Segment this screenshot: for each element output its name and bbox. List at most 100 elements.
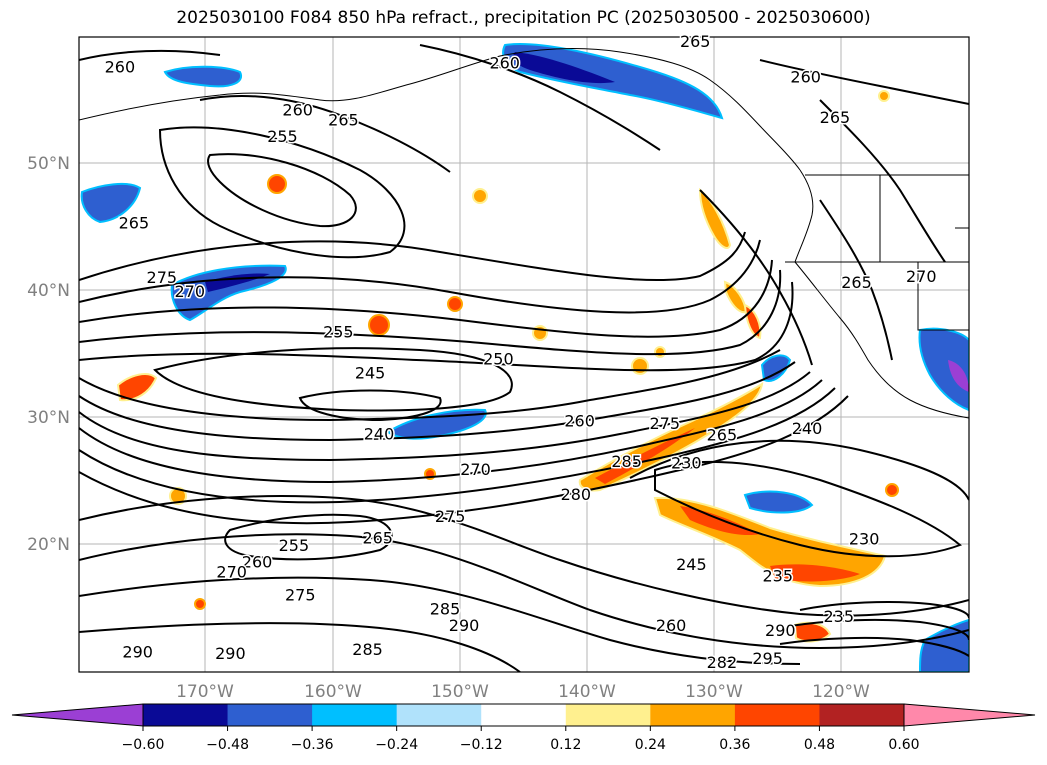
contour-label: 235	[823, 607, 854, 626]
colorbar-frame	[142, 703, 905, 727]
contour-line	[79, 387, 836, 504]
coastline-bc	[794, 169, 814, 263]
map-title: 2025030100 F084 850 hPa refract., precip…	[176, 8, 871, 28]
contour-label: 270	[174, 282, 205, 301]
lon-label-150w: 150°W	[431, 682, 489, 702]
precip-speck	[885, 483, 899, 497]
contour-line	[819, 99, 946, 263]
contour-label: 270	[906, 267, 937, 286]
contour-label: 265	[841, 273, 872, 292]
contour-line	[79, 231, 746, 282]
longitude-labels: 170°W 160°W 150°W 140°W 130°W 120°W	[176, 682, 870, 702]
contour-label: 265	[362, 528, 393, 547]
precip-area-west-35n	[116, 373, 158, 402]
contour-line	[789, 618, 969, 641]
contour-label: 285	[430, 600, 461, 619]
contour-label: 270	[216, 563, 247, 582]
contour-label: 260	[790, 67, 821, 86]
colorbar-extend-low	[11, 703, 144, 727]
contour-label: 260	[564, 412, 595, 431]
contour-line	[759, 59, 969, 105]
precip-speck	[631, 357, 649, 375]
precip-area-coast-strip	[698, 187, 732, 249]
colorbar: −0.60 −0.48 −0.36 −0.24 −0.12 0.12 0.24 0.36 0.4…	[11, 703, 1036, 753]
contour-line	[224, 513, 393, 561]
colorbar-extend-high	[903, 703, 1036, 727]
contour-line	[79, 371, 811, 462]
contour-label: 260	[105, 57, 136, 76]
lon-label-130w: 130°W	[685, 682, 743, 702]
contour-label: 280	[561, 485, 592, 504]
colorbar-tick-label: −0.60	[122, 737, 165, 753]
contour-label: 282	[707, 653, 738, 672]
precip-speck	[368, 314, 390, 336]
precip-speck	[878, 90, 890, 102]
contour-label: 245	[676, 555, 707, 574]
contour-label: 275	[285, 586, 316, 605]
contour-label: 265	[119, 213, 150, 232]
map-frame	[78, 36, 970, 673]
contour-label: 275	[435, 507, 466, 526]
contour-label: 255	[267, 127, 298, 146]
contour-label: 265	[707, 426, 738, 445]
precip-speck	[447, 296, 463, 312]
contour-line	[79, 269, 782, 356]
contour-line	[79, 533, 969, 650]
contour-label: 230	[849, 530, 880, 549]
contour-label: 245	[355, 363, 386, 382]
contour-line	[79, 495, 969, 617]
precip-speck	[472, 188, 488, 204]
contour-line	[79, 395, 849, 525]
contour-label: 270	[460, 460, 491, 479]
contour-line	[799, 601, 969, 619]
contour-line	[199, 95, 451, 173]
contour-line	[79, 576, 801, 665]
border-states-3	[917, 262, 969, 331]
precip-negative-areas	[80, 43, 969, 672]
precip-area-subtropical-inner-2	[770, 564, 860, 582]
precip-area-bering	[163, 65, 243, 88]
contour-line	[629, 439, 969, 501]
lat-label-30n: 30°N	[27, 408, 70, 428]
colorbar-tick-label: 0.24	[635, 737, 666, 753]
colorbar-tick-label: −0.12	[460, 737, 503, 753]
contour-label: 260	[242, 553, 273, 572]
lon-label-160w: 160°W	[304, 682, 362, 702]
contour-label: 285	[352, 640, 383, 659]
lat-label-20n: 20°N	[27, 535, 70, 555]
contour-label: 285	[611, 452, 642, 471]
coastline-alaska	[79, 48, 801, 171]
contour-label: 295	[752, 649, 783, 668]
contour-line	[819, 199, 893, 361]
contour-line	[79, 281, 794, 372]
precip-area-california-core	[948, 360, 969, 392]
contour-line	[419, 44, 661, 151]
contour-line	[158, 126, 406, 259]
contour-line	[207, 153, 357, 228]
contour-line	[298, 389, 442, 422]
colorbar-tick-label: 0.36	[719, 737, 750, 753]
contour-label: 290	[449, 616, 480, 635]
precip-area-california	[918, 327, 969, 412]
colorbar-tick-label: −0.36	[291, 737, 334, 753]
lat-label-50n: 50°N	[27, 154, 70, 174]
contour-label: 290	[215, 644, 246, 663]
lon-label-140w: 140°W	[558, 682, 616, 702]
contour-label: 260	[489, 53, 520, 72]
contour-line	[699, 189, 813, 366]
contour-label: 250	[483, 349, 514, 368]
contour-line	[654, 460, 962, 558]
contour-line	[79, 622, 521, 672]
colorbar-tick-label: 0.48	[804, 737, 835, 753]
colorbar-bin	[227, 704, 313, 726]
colorbar-tick-label: −0.24	[375, 737, 418, 753]
colorbar-bin	[481, 704, 567, 726]
contour-label: 240	[364, 424, 395, 443]
contour-line	[79, 379, 823, 484]
precip-area-west-50n	[80, 182, 142, 224]
contour-line	[79, 361, 796, 442]
contour-label: 255	[279, 536, 310, 555]
contour-line	[153, 347, 513, 412]
